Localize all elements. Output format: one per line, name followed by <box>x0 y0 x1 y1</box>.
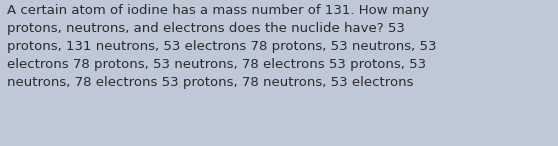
Text: A certain atom of iodine has a mass number of 131. How many
protons, neutrons, a: A certain atom of iodine has a mass numb… <box>7 4 436 89</box>
